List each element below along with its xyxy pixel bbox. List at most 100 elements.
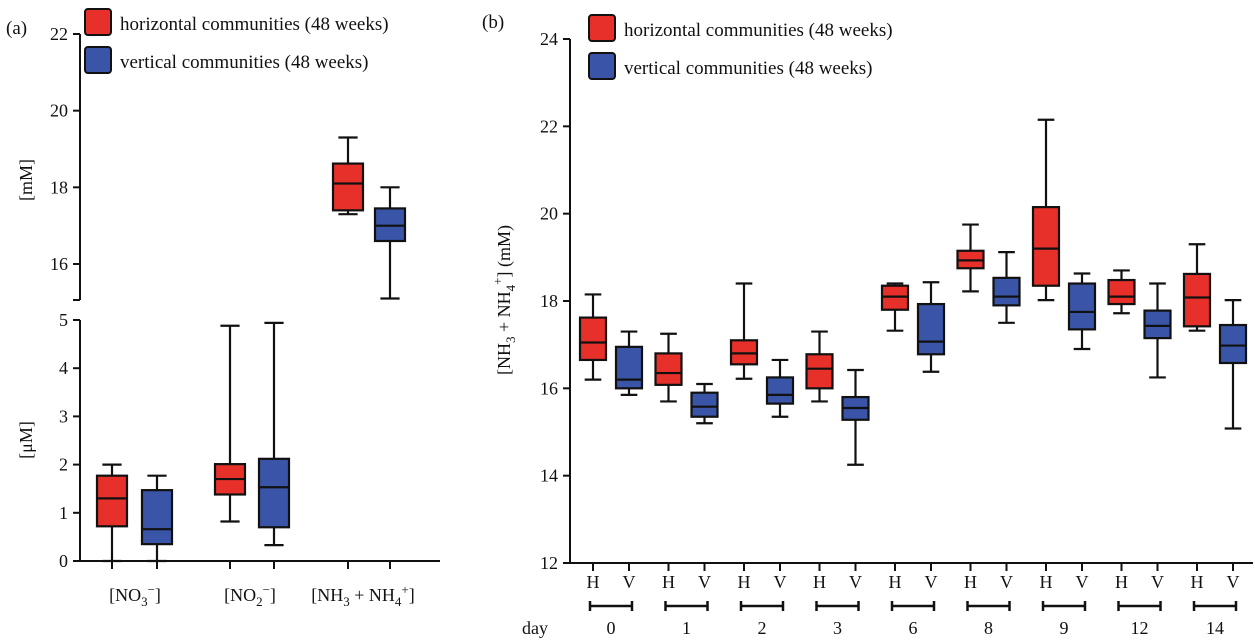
panel-a-boxes: [95, 136, 407, 563]
box-label-V: V: [774, 572, 787, 592]
panel-a-lower-ylabel: [μM]: [16, 421, 36, 459]
box-V-day: [614, 330, 644, 396]
box-iqr: [578, 316, 608, 362]
panel-b-legend: horizontal communities (48 weeks) vertic…: [588, 14, 893, 80]
box-label-H: H: [1040, 572, 1053, 592]
panel-b-ylabel: [NH3 + NH4+] (mM): [490, 225, 518, 375]
legend-label-vertical: vertical communities (48 weeks): [120, 52, 369, 73]
y-tick-label: 22: [50, 24, 68, 44]
panel-a-label: (a): [6, 18, 27, 39]
legend-swatch-vertical: [588, 52, 616, 80]
day-label: 14: [1206, 618, 1224, 638]
x-category-label: [NO2−]: [224, 582, 276, 609]
panel-a: (a) 16 18 20 22 0 1 2 3 4 5 [NO3−] [NO2−] [NH3 + NH…: [6, 8, 440, 609]
box-iqr: [1107, 278, 1136, 306]
day-label: 9: [1060, 618, 1069, 638]
box-label-H: H: [889, 572, 902, 592]
box-label-H: H: [738, 572, 751, 592]
legend-label-horizontal: horizontal communities (48 weeks): [120, 14, 389, 35]
box-iqr: [140, 489, 174, 546]
box-V-day: [916, 281, 946, 373]
box-label-V: V: [623, 572, 636, 592]
legend-swatch-vertical: [84, 46, 112, 74]
box-iqr: [1031, 206, 1061, 287]
day-label: 3: [833, 618, 842, 638]
legend-label-vertical: vertical communities (48 weeks): [624, 58, 873, 79]
box-horizontal: [95, 463, 129, 563]
box-vertical: [257, 321, 291, 547]
y-tick-label: 18: [540, 291, 558, 311]
box-label-V: V: [1000, 572, 1013, 592]
y-tick-label: 22: [540, 116, 558, 136]
box-iqr: [690, 391, 719, 418]
y-tick-label: 2: [59, 455, 68, 475]
panel-b: (b) 12 14 16 18 20 22 24 H V 0 H V 1 H V 2 H V 3 H V 6 H V 8 H V 9…: [482, 12, 1253, 638]
x-axis-title: day: [522, 618, 548, 638]
box-H-day: [1182, 243, 1212, 332]
y-tick-label: 0: [59, 551, 68, 571]
box-iqr: [257, 457, 291, 529]
box-H-day: [578, 293, 608, 381]
box-H-day: [880, 282, 910, 332]
box-iqr: [614, 345, 644, 390]
box-iqr: [331, 162, 365, 212]
box-iqr: [1143, 309, 1172, 340]
panel-a-x-labels: [NO3−] [NO2−] [NH3 + NH4+]: [109, 582, 415, 609]
box-label-H: H: [964, 572, 977, 592]
panel-a-axes: 16 18 20 22 0 1 2 3 4 5: [50, 24, 440, 571]
day-label: 12: [1131, 618, 1149, 638]
box-V-day: [841, 368, 870, 466]
box-label-H: H: [1115, 572, 1128, 592]
box-H-day: [1107, 269, 1136, 315]
y-tick-label: 18: [50, 177, 68, 197]
box-label-V: V: [1151, 572, 1164, 592]
y-tick-label: 20: [540, 204, 558, 224]
box-iqr: [916, 302, 946, 356]
y-tick-label: 14: [540, 466, 558, 486]
box-iqr: [1067, 282, 1097, 331]
box-iqr: [765, 376, 795, 405]
panel-a-upper-ylabel: [mM]: [16, 159, 36, 201]
panel-b-label: (b): [482, 12, 504, 33]
box-label-V: V: [1076, 572, 1089, 592]
box-V-day: [690, 382, 719, 425]
box-iqr: [1218, 323, 1248, 365]
x-category-label: [NO3−]: [109, 582, 161, 609]
panel-b-axes: 12 14 16 18 20 22 24: [540, 29, 1253, 573]
panel-b-x-labels: H V 0 H V 1 H V 2 H V 3 H V 6 H V 8 H V 9 H V 12 H V 14 day: [522, 572, 1240, 638]
box-label-V: V: [698, 572, 711, 592]
box-V-day: [1218, 299, 1248, 430]
box-label-H: H: [662, 572, 675, 592]
box-iqr: [95, 474, 129, 528]
box-label-H: H: [587, 572, 600, 592]
legend-swatch-horizontal: [588, 14, 616, 42]
box-label-V: V: [1227, 572, 1240, 592]
y-tick-label: 4: [59, 358, 68, 378]
box-H-day: [956, 223, 985, 293]
day-label: 2: [758, 618, 767, 638]
y-tick-label: 24: [540, 29, 558, 49]
box-label-H: H: [1191, 572, 1204, 592]
box-V-day: [992, 250, 1021, 324]
day-label: 8: [984, 618, 993, 638]
legend-label-horizontal: horizontal communities (48 weeks): [624, 20, 893, 41]
box-H-day: [805, 330, 834, 403]
box-V-day: [765, 358, 795, 418]
box-horizontal: [331, 136, 365, 216]
panel-b-boxes: [578, 118, 1248, 466]
box-vertical: [373, 186, 407, 300]
y-tick-label: 16: [50, 254, 68, 274]
box-label-V: V: [925, 572, 938, 592]
box-iqr: [992, 276, 1021, 307]
y-tick-label: 5: [59, 310, 68, 330]
y-tick-label: 16: [540, 378, 558, 398]
box-V-day: [1143, 282, 1172, 379]
x-category-label: [NH3 + NH4+]: [311, 582, 415, 609]
box-label-H: H: [813, 572, 826, 592]
y-tick-label: 12: [540, 553, 558, 573]
box-label-V: V: [849, 572, 862, 592]
day-label: 1: [682, 618, 691, 638]
box-iqr: [1182, 272, 1212, 328]
legend-swatch-horizontal: [84, 8, 112, 36]
